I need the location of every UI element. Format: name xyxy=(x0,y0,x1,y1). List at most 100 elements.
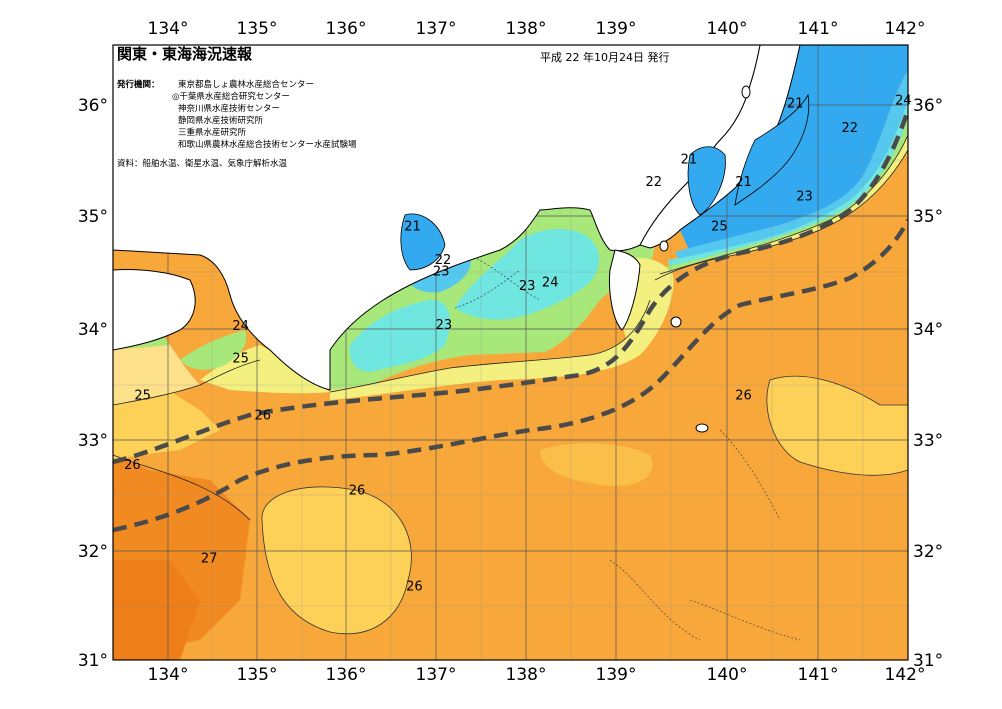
lat-label-left: 35° xyxy=(78,207,108,227)
lon-label-top: 138° xyxy=(506,19,547,39)
sea-boso-coast xyxy=(734,93,810,206)
issuer-item: 静岡県水産技術研究所 xyxy=(178,115,264,126)
isotherm-label: 21 xyxy=(681,153,698,168)
isotherm-label: 24 xyxy=(232,319,249,334)
lon-label-bottom: 134° xyxy=(148,665,189,685)
lon-label-top: 135° xyxy=(237,19,278,39)
isotherm-label: 26 xyxy=(406,580,423,595)
data-sources: 資料：船舶水温、衛星水温、気象庁解析水温 xyxy=(117,158,288,169)
isotherm-label: 25 xyxy=(711,220,728,235)
island-hatsushima xyxy=(659,240,669,252)
map-frame xyxy=(112,44,909,661)
lon-label-bottom: 139° xyxy=(596,665,637,685)
lon-label-bottom: 142° xyxy=(885,665,926,685)
isotherm-label: 23 xyxy=(433,264,450,279)
dotted-isotherms xyxy=(454,254,801,641)
issuer-item: 和歌山県農林水産総合技術センター水産試験場 xyxy=(178,139,357,150)
lon-label-bottom: 137° xyxy=(416,665,457,685)
land xyxy=(113,45,801,433)
lon-label-top: 134° xyxy=(148,19,189,39)
isotherm-25-central xyxy=(329,299,651,393)
lat-label-left: 36° xyxy=(78,96,108,116)
sea-pocket-mid xyxy=(540,443,653,486)
isotherm-label: 25 xyxy=(232,352,249,367)
lat-label-left: 34° xyxy=(78,320,108,340)
isotherm-label: 22 xyxy=(842,121,859,136)
issuer-item: ◎千葉県水産総合研究センター xyxy=(172,91,290,102)
isotherm-label: 23 xyxy=(436,318,453,333)
lat-label-left: 32° xyxy=(78,542,108,562)
sea-pocket-east xyxy=(766,375,908,476)
isotherm-label: 27 xyxy=(201,552,218,567)
axis-labels-left: 36° 35° 34° 33° 32° 31° xyxy=(78,96,108,671)
isotherm-label: 22 xyxy=(435,253,452,268)
axis-labels-right: 36° 35° 34° 33° 32° 31° xyxy=(913,96,943,671)
lon-label-top: 140° xyxy=(707,19,748,39)
issue-date: 平成 22 年10月24日 発行 xyxy=(540,50,669,64)
sea-zone-25-central xyxy=(330,272,674,400)
lat-label-right: 32° xyxy=(913,542,943,562)
island-inlet xyxy=(741,85,751,99)
lon-label-top: 139° xyxy=(596,19,637,39)
axis-labels-top: 134° 135° 136° 137° 138° 139° 140° 141° … xyxy=(148,19,926,39)
sea-zone-27-core xyxy=(113,560,200,660)
isotherm-label: 24 xyxy=(895,93,912,108)
lat-label-right: 31° xyxy=(913,651,943,671)
lat-label-right: 35° xyxy=(913,207,943,227)
isotherm-label: 26 xyxy=(124,458,141,473)
kuroshio-current xyxy=(113,109,908,533)
lon-label-top: 137° xyxy=(416,19,457,39)
sea-zone-25-kii xyxy=(200,345,330,394)
isotherm-label: 26 xyxy=(349,484,366,499)
issuers-label: 発行機関： xyxy=(116,79,160,90)
sea-zone-23-central xyxy=(455,228,600,320)
map-panel xyxy=(113,45,908,660)
sea-pocket-central xyxy=(261,486,412,635)
kuroshio-outer-path xyxy=(113,218,908,533)
lat-label-right: 36° xyxy=(913,96,943,116)
kuroshio-inner-path xyxy=(113,109,908,465)
lon-label-bottom: 140° xyxy=(707,665,748,685)
map-title: 関東・東海海況速報 xyxy=(117,45,253,63)
lon-label-bottom: 141° xyxy=(798,665,839,685)
axis-labels-bottom: 134° 135° 136° 137° 138° 139° 140° 141° … xyxy=(148,665,926,685)
lon-label-top: 142° xyxy=(885,19,926,39)
sea-ise-bay xyxy=(400,213,446,271)
isotherm-label: 23 xyxy=(796,189,813,204)
sea-zone-25-east xyxy=(655,135,908,280)
issuer-item: 三重県水産研究所 xyxy=(178,127,247,138)
lon-label-bottom: 135° xyxy=(237,665,278,685)
lat-label-right: 33° xyxy=(913,431,943,451)
isotherm-label: 23 xyxy=(519,279,536,294)
lat-label-left: 31° xyxy=(78,651,108,671)
sea-zone-25-shikoku xyxy=(113,345,200,405)
island-oshima xyxy=(670,316,682,328)
issuer-item: 東京都島しょ農林水産総合センター xyxy=(178,79,314,90)
isotherm-label: 22 xyxy=(646,175,663,190)
issuer-item: 神奈川県水産技術センター xyxy=(178,103,280,114)
isotherm-label: 26 xyxy=(255,409,272,424)
isotherm-label: 21 xyxy=(735,175,752,190)
sea-zone-24-kii xyxy=(180,330,247,370)
land-shikoku xyxy=(113,269,196,351)
lon-label-top: 141° xyxy=(798,19,839,39)
lon-label-bottom: 136° xyxy=(326,665,367,685)
sea-zone-23-west xyxy=(349,299,450,372)
sea-zone-22-east xyxy=(675,70,908,262)
isotherm-label: 24 xyxy=(542,276,559,291)
lon-label-bottom: 138° xyxy=(506,665,547,685)
isotherm-label: 21 xyxy=(787,97,804,112)
lon-label-top: 136° xyxy=(326,19,367,39)
isotherm-label: 25 xyxy=(134,389,151,404)
sea-tokyo-bay xyxy=(687,146,726,216)
isotherm-label: 26 xyxy=(735,389,752,404)
isotherm-25-west xyxy=(113,359,261,406)
land-izu xyxy=(609,249,641,331)
land-honshu xyxy=(113,45,761,391)
isotherm-label: 21 xyxy=(404,220,421,235)
island-miyake xyxy=(695,423,709,433)
lat-label-right: 34° xyxy=(913,320,943,340)
lat-label-left: 33° xyxy=(78,431,108,451)
